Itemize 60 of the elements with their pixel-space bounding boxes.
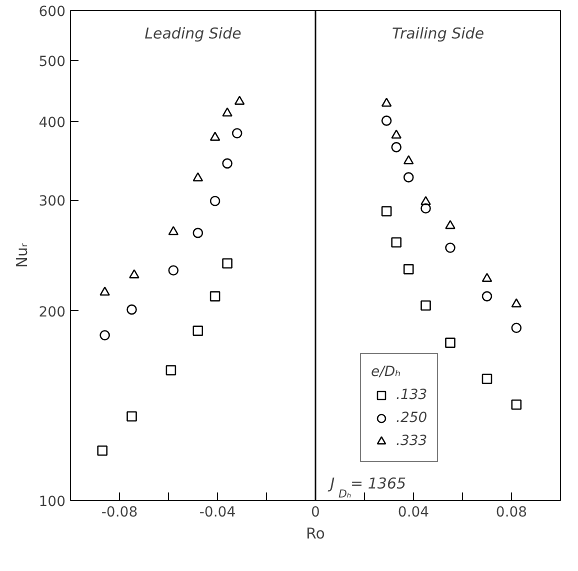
point — [100, 330, 110, 340]
point — [168, 226, 179, 236]
point — [391, 237, 402, 248]
legend-label: .250 — [396, 410, 428, 426]
point — [391, 130, 402, 139]
point — [482, 374, 492, 384]
point — [381, 116, 392, 126]
legend-label: .133 — [396, 387, 428, 403]
x-axis-title: Ro — [306, 524, 325, 542]
y-tick-label: 500 — [38, 54, 66, 70]
point — [192, 228, 204, 238]
point — [166, 365, 176, 376]
y-tick-label: 100 — [38, 494, 66, 510]
point — [222, 258, 232, 269]
point — [100, 286, 110, 296]
point — [445, 220, 456, 230]
point — [210, 291, 220, 302]
point — [97, 445, 108, 456]
point — [192, 326, 204, 336]
point — [192, 172, 204, 182]
point — [222, 158, 232, 169]
point — [482, 291, 492, 302]
point — [129, 269, 140, 278]
x-tick-label: -0.04 — [199, 504, 236, 520]
point — [232, 128, 242, 138]
point — [403, 155, 414, 164]
legend-label: .333 — [396, 433, 428, 449]
point — [222, 107, 232, 117]
x-tick-label: 0.08 — [496, 504, 528, 520]
x-tick-label: 0.04 — [398, 504, 430, 520]
y-tick-label: 600 — [38, 4, 66, 20]
point — [445, 242, 456, 253]
y-tick-label: 300 — [38, 194, 66, 210]
point — [403, 264, 414, 274]
point — [210, 132, 220, 141]
point — [381, 98, 392, 107]
point — [511, 399, 522, 410]
point — [445, 338, 456, 348]
point — [420, 300, 431, 311]
x-tick-label: 0 — [311, 504, 320, 520]
point — [420, 203, 431, 214]
point — [126, 411, 137, 422]
point — [403, 172, 414, 182]
point — [210, 196, 220, 206]
point — [126, 304, 137, 315]
legend-title: e/Dₕ — [371, 364, 402, 380]
point — [511, 322, 522, 334]
point — [482, 272, 492, 282]
point — [391, 142, 402, 152]
annotation: Leading Side — [144, 24, 242, 42]
point — [168, 265, 179, 276]
point — [234, 96, 245, 105]
point — [511, 298, 522, 308]
point — [381, 206, 392, 216]
y-axis-title: Nuᵣ — [12, 243, 31, 268]
y-tick-label: 400 — [38, 114, 66, 131]
y-tick-label: 200 — [38, 304, 66, 320]
annotation: Trailing Side — [392, 24, 484, 42]
point — [420, 196, 431, 206]
x-tick-label: -0.08 — [101, 504, 138, 520]
